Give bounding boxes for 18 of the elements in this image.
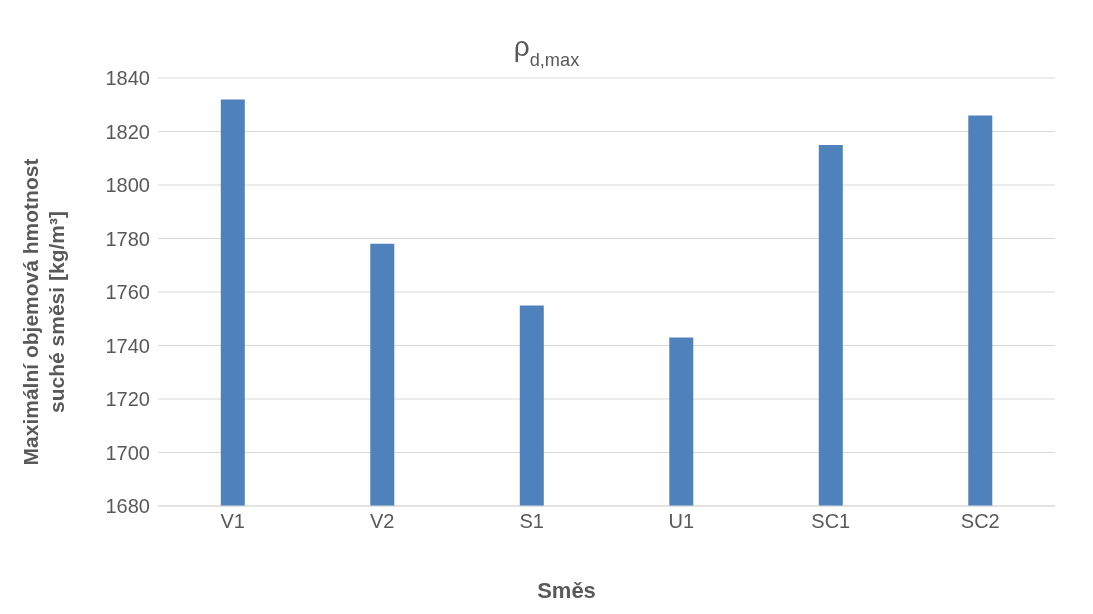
y-tick-label: 1800: [105, 174, 150, 197]
x-tick-label: U1: [668, 510, 695, 533]
y-tick-label: 1820: [105, 120, 150, 143]
y-axis-title: Maximální objemová hmotnost suché směsi [kg/m³]: [19, 158, 68, 466]
y-tick-label: 1740: [105, 334, 150, 357]
y-tick-label: 1780: [105, 227, 150, 250]
chart-title: ρ$_{d,max}$: [513, 31, 580, 70]
y-tick-label: 1720: [105, 388, 150, 411]
x-tick-label: S1: [519, 510, 544, 533]
y-tick-label: 1700: [105, 441, 150, 464]
y-tick-label: 1680: [105, 495, 150, 518]
x-axis-title: Směs: [537, 578, 596, 603]
y-tick-label: 1840: [105, 67, 150, 90]
x-tick-label: SC2: [960, 510, 1000, 533]
x-tick-label: V2: [370, 510, 395, 533]
x-tick-label: SC1: [811, 510, 851, 533]
x-tick-label: V1: [220, 510, 245, 533]
y-tick-label: 1760: [105, 281, 150, 304]
